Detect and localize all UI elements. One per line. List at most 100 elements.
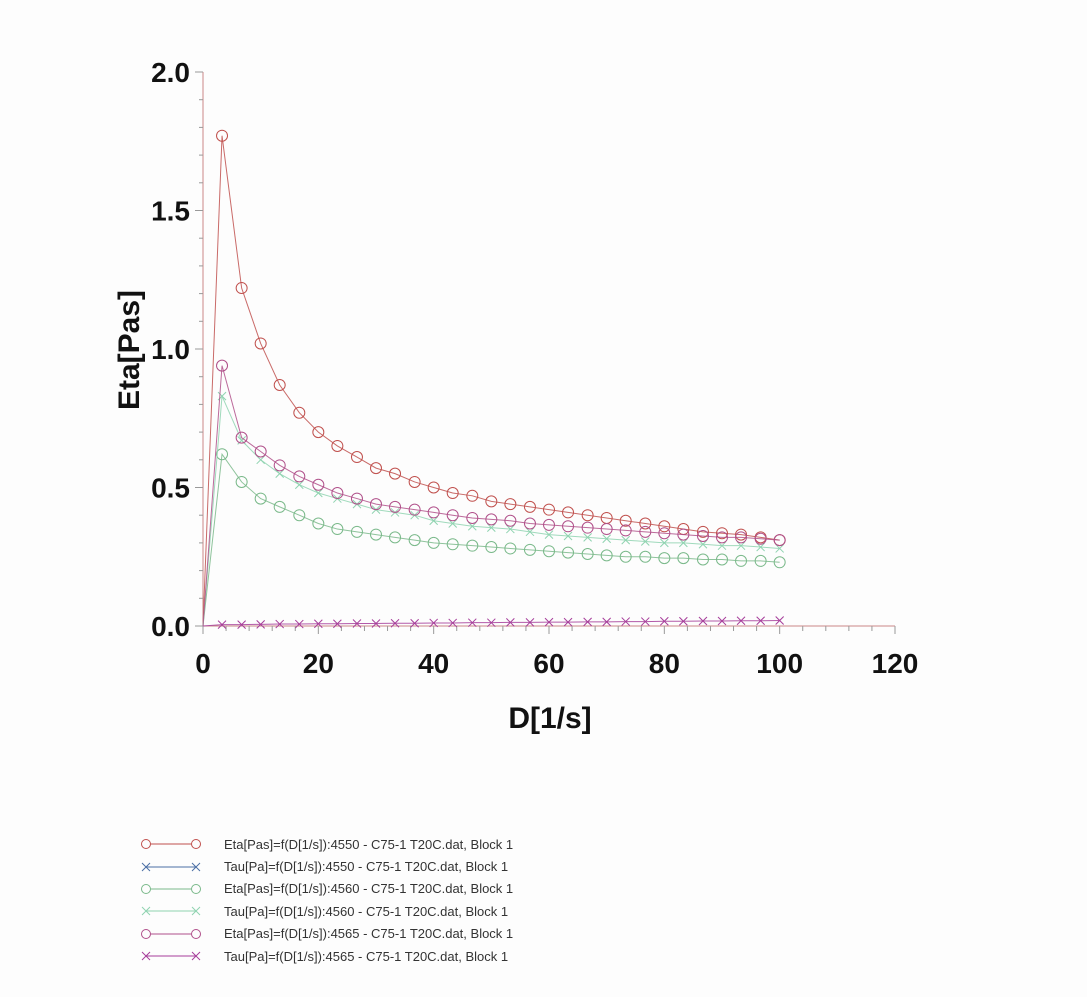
data-point-marker xyxy=(235,282,248,295)
y-tick-label: 0.5 xyxy=(151,473,190,504)
data-point-marker xyxy=(486,618,496,628)
data-point-marker xyxy=(659,616,669,626)
data-point-marker xyxy=(583,533,592,542)
data-point-marker xyxy=(563,531,573,541)
data-point-marker xyxy=(312,426,325,439)
data-point-marker xyxy=(543,518,555,531)
data-point-marker xyxy=(352,619,362,628)
circle-marker-swatch-icon xyxy=(141,928,201,939)
data-point-marker xyxy=(467,521,477,531)
data-point-marker xyxy=(331,439,344,452)
data-point-marker xyxy=(389,531,402,544)
series-4 xyxy=(202,391,785,627)
legend: Eta[Pas]=f(D[1/s]):4550 - C75-1 T20C.dat… xyxy=(140,833,840,967)
y-tick-label: 1.5 xyxy=(151,196,190,227)
data-point-marker xyxy=(370,462,382,475)
x-marker-swatch-icon xyxy=(141,907,201,916)
data-point-marker xyxy=(659,538,669,548)
series-layer xyxy=(202,129,786,629)
data-point-marker xyxy=(754,532,767,545)
data-point-marker xyxy=(506,524,515,534)
data-point-marker xyxy=(485,541,498,554)
data-point-marker xyxy=(562,546,575,559)
data-point-marker xyxy=(410,618,419,628)
data-point-marker xyxy=(217,620,227,629)
data-point-marker xyxy=(658,552,671,565)
data-point-marker xyxy=(216,129,229,142)
legend-item: Eta[Pas]=f(D[1/s]):4560 - C75-1 T20C.dat… xyxy=(140,878,840,900)
data-point-marker xyxy=(583,617,592,627)
data-point-marker xyxy=(696,525,709,538)
data-point-marker xyxy=(371,619,381,628)
data-point-marker xyxy=(773,556,786,569)
x-tick-label: 20 xyxy=(303,648,334,679)
data-point-marker xyxy=(563,617,573,627)
data-point-marker xyxy=(735,528,748,541)
data-point-marker xyxy=(562,520,575,533)
data-point-marker xyxy=(486,523,496,533)
data-point-marker xyxy=(756,542,765,552)
legend-item: Tau[Pa]=f(D[1/s]):4550 - C75-1 T20C.dat,… xyxy=(140,855,840,877)
data-point-marker xyxy=(523,543,536,556)
data-point-marker xyxy=(429,516,439,526)
data-point-marker xyxy=(313,619,323,629)
data-point-marker xyxy=(294,619,304,629)
data-point-marker xyxy=(427,536,440,549)
data-point-marker xyxy=(544,530,554,539)
data-point-marker xyxy=(677,528,690,541)
data-point-marker xyxy=(716,527,728,540)
data-point-marker xyxy=(621,617,631,626)
data-point-marker xyxy=(523,517,536,530)
data-point-marker xyxy=(602,617,612,627)
data-point-marker xyxy=(448,618,458,628)
x-marker-swatch-icon xyxy=(141,862,201,871)
data-point-marker xyxy=(506,618,515,627)
x-tick-label: 80 xyxy=(649,648,680,679)
data-point-marker xyxy=(716,531,728,544)
circle-marker-swatch-icon xyxy=(141,839,201,850)
data-point-marker xyxy=(235,431,248,444)
data-point-marker xyxy=(679,616,688,626)
data-point-marker xyxy=(621,535,631,545)
data-point-marker xyxy=(408,534,421,547)
x-axis-title: D[1/s] xyxy=(508,702,591,735)
legend-item: Eta[Pas]=f(D[1/s]):4565 - C75-1 T20C.dat… xyxy=(140,923,840,945)
data-point-marker xyxy=(427,481,440,494)
data-point-marker xyxy=(696,553,709,566)
x-tick-label: 40 xyxy=(418,648,449,679)
data-point-marker xyxy=(237,620,246,629)
data-point-marker xyxy=(312,478,325,491)
x-tick-label: 100 xyxy=(756,648,803,679)
data-point-marker xyxy=(350,525,363,538)
data-point-marker xyxy=(408,475,421,488)
data-point-marker xyxy=(446,487,459,500)
data-point-marker xyxy=(293,470,306,483)
circle-marker-swatch-icon xyxy=(141,883,201,894)
data-point-marker xyxy=(775,544,785,553)
x-marker-swatch-icon xyxy=(141,951,201,961)
data-point-marker xyxy=(370,528,382,541)
data-point-marker xyxy=(254,337,267,350)
data-point-marker xyxy=(504,542,517,555)
series-5 xyxy=(202,359,786,627)
data-point-marker xyxy=(639,517,652,530)
data-point-marker xyxy=(408,503,421,516)
y-axis-title: Eta[Pas] xyxy=(113,290,146,410)
data-point-marker xyxy=(235,475,248,488)
data-point-marker xyxy=(600,549,613,562)
series-line xyxy=(202,365,780,627)
data-point-marker xyxy=(619,514,632,527)
data-point-marker xyxy=(698,616,708,626)
data-point-marker xyxy=(331,487,344,500)
data-point-marker xyxy=(389,500,402,513)
series-line xyxy=(202,452,780,627)
data-point-marker xyxy=(716,553,728,566)
data-point-marker xyxy=(525,618,535,627)
legend-item: Eta[Pas]=f(D[1/s]):4550 - C75-1 T20C.dat… xyxy=(140,833,840,855)
data-point-marker xyxy=(523,500,536,513)
data-point-marker xyxy=(370,498,382,511)
data-point-marker xyxy=(525,527,535,537)
data-point-marker xyxy=(696,529,709,542)
data-point-marker xyxy=(466,539,479,552)
